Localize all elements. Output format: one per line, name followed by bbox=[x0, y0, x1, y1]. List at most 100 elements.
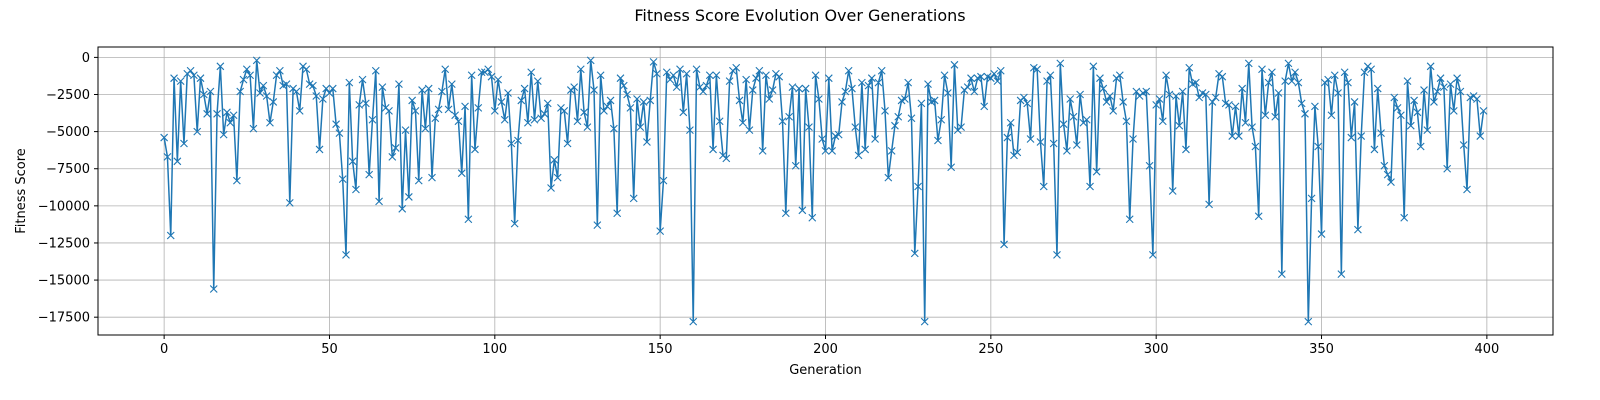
data-point-marker bbox=[699, 87, 708, 96]
data-point-marker bbox=[213, 109, 221, 118]
data-point-marker bbox=[900, 95, 909, 103]
data-point-marker bbox=[517, 96, 526, 105]
data-point-marker bbox=[1271, 112, 1280, 121]
data-point-marker bbox=[523, 118, 532, 127]
data-point-marker bbox=[1201, 90, 1210, 99]
data-point-marker bbox=[1344, 78, 1352, 87]
data-point-marker bbox=[669, 71, 678, 80]
data-point-marker bbox=[914, 182, 922, 191]
data-point-marker bbox=[447, 80, 456, 89]
data-point-marker bbox=[170, 74, 178, 83]
data-point-marker bbox=[1082, 115, 1091, 124]
x-tick-label: 200 bbox=[813, 342, 838, 357]
data-point-marker bbox=[1066, 95, 1075, 103]
data-point-marker bbox=[656, 227, 665, 235]
data-point-marker bbox=[1152, 101, 1161, 109]
data-point-marker bbox=[520, 84, 529, 93]
data-point-marker bbox=[600, 106, 608, 115]
data-point-marker bbox=[1281, 77, 1290, 86]
data-point-marker bbox=[977, 72, 985, 81]
data-point-marker bbox=[1277, 270, 1286, 279]
data-point-marker bbox=[652, 69, 661, 78]
data-point-marker bbox=[851, 123, 860, 132]
data-point-marker bbox=[256, 89, 264, 97]
data-point-marker bbox=[920, 317, 929, 326]
data-point-marker bbox=[1053, 250, 1061, 259]
data-point-marker bbox=[1463, 185, 1471, 194]
data-point-marker bbox=[583, 123, 592, 132]
data-point-marker bbox=[1063, 147, 1071, 155]
data-point-marker bbox=[272, 71, 281, 80]
data-point-marker bbox=[795, 84, 803, 93]
data-point-marker bbox=[1205, 200, 1213, 209]
data-point-marker bbox=[1211, 93, 1220, 102]
data-point-marker bbox=[186, 66, 195, 75]
data-point-marker bbox=[547, 184, 555, 192]
data-point-marker bbox=[1459, 141, 1468, 149]
data-point-marker bbox=[573, 117, 582, 126]
data-point-marker bbox=[686, 126, 694, 135]
data-point-marker bbox=[742, 75, 751, 84]
data-point-marker bbox=[1446, 80, 1455, 89]
data-point-marker bbox=[778, 117, 787, 126]
data-point-marker bbox=[223, 108, 231, 117]
data-point-marker bbox=[947, 163, 956, 172]
data-point-marker bbox=[874, 78, 883, 87]
data-point-marker bbox=[1089, 62, 1098, 71]
data-point-marker bbox=[934, 136, 942, 145]
series-line bbox=[163, 59, 1485, 323]
data-point-marker bbox=[262, 92, 271, 100]
data-point-marker bbox=[1314, 142, 1323, 151]
data-point-marker bbox=[623, 90, 631, 99]
data-point-marker bbox=[682, 69, 691, 78]
data-point-marker bbox=[745, 126, 754, 135]
data-point-marker bbox=[841, 87, 850, 96]
data-point-marker bbox=[1330, 71, 1339, 80]
data-point-marker bbox=[325, 89, 334, 97]
data-point-marker bbox=[236, 87, 245, 96]
data-point-marker bbox=[1175, 121, 1184, 130]
data-point-marker bbox=[1072, 141, 1081, 149]
data-point-marker bbox=[1380, 161, 1389, 170]
data-point-marker bbox=[940, 71, 949, 80]
data-point-marker bbox=[1148, 250, 1157, 259]
data-point-marker bbox=[1268, 68, 1276, 77]
data-point-marker bbox=[606, 96, 615, 105]
series-fitness-score bbox=[160, 56, 1488, 326]
data-point-marker bbox=[266, 118, 274, 127]
y-tick-label: −2500 bbox=[46, 88, 90, 103]
data-point-marker bbox=[229, 111, 238, 120]
data-point-marker bbox=[395, 80, 403, 89]
data-point-marker bbox=[193, 127, 202, 136]
data-point-marker bbox=[1433, 87, 1442, 96]
data-point-marker bbox=[1122, 117, 1131, 126]
data-point-marker bbox=[540, 109, 549, 118]
data-point-marker bbox=[894, 112, 903, 121]
data-point-marker bbox=[1304, 317, 1313, 326]
x-tick-label: 300 bbox=[1144, 342, 1169, 357]
data-point-marker bbox=[917, 99, 926, 108]
data-point-marker bbox=[709, 145, 717, 154]
data-point-marker bbox=[692, 65, 701, 74]
y-tick-label: −5000 bbox=[46, 125, 90, 140]
data-point-marker bbox=[530, 115, 539, 124]
data-point-marker bbox=[1340, 68, 1349, 77]
data-point-marker bbox=[355, 101, 364, 109]
data-point-marker bbox=[259, 81, 268, 90]
data-point-marker bbox=[891, 121, 899, 130]
data-point-marker bbox=[725, 77, 734, 86]
x-tick-label: 400 bbox=[1474, 342, 1499, 357]
data-point-marker bbox=[993, 77, 1002, 86]
data-point-marker bbox=[1092, 167, 1101, 176]
data-point-marker bbox=[828, 147, 837, 155]
data-point-marker bbox=[636, 123, 645, 132]
data-point-marker bbox=[1076, 90, 1085, 99]
data-point-marker bbox=[1258, 65, 1266, 74]
data-point-marker bbox=[924, 80, 932, 89]
data-point-marker bbox=[282, 80, 291, 89]
data-point-marker bbox=[1370, 145, 1379, 154]
data-point-marker bbox=[1416, 142, 1425, 151]
data-point-marker bbox=[788, 83, 797, 91]
data-point-marker bbox=[275, 66, 284, 75]
data-point-marker bbox=[1225, 101, 1233, 109]
